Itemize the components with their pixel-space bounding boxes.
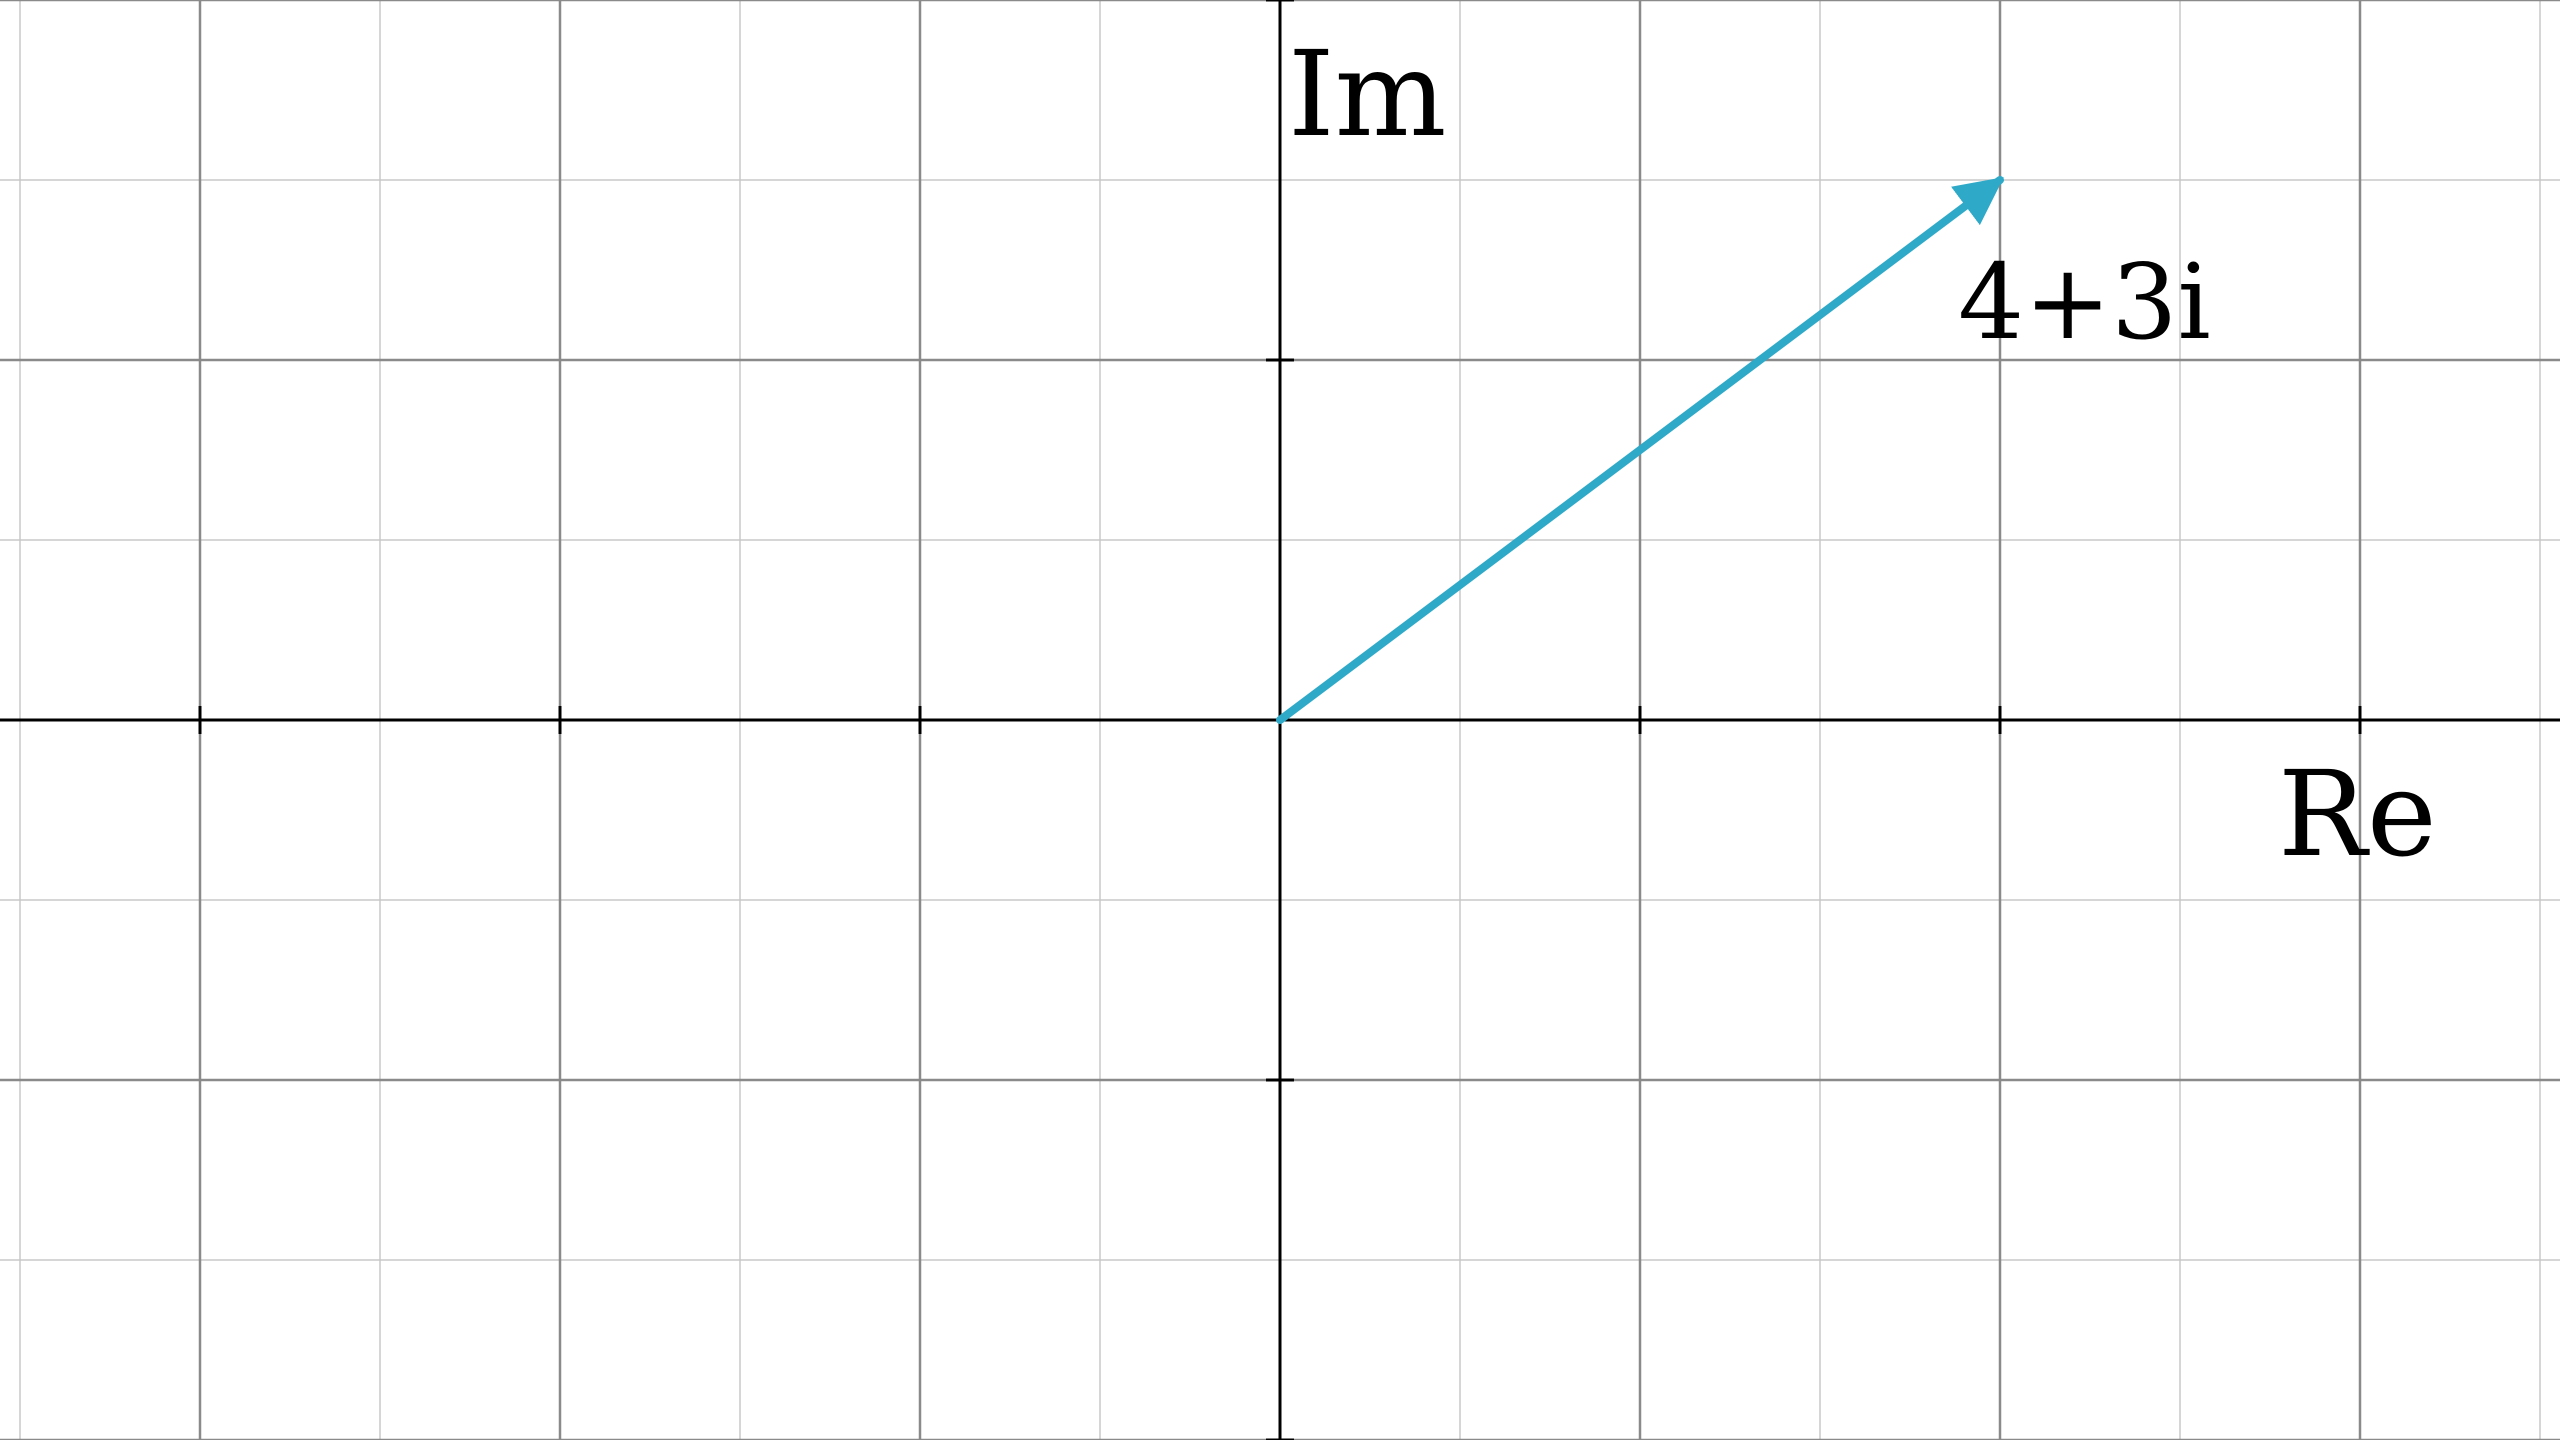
vector-arrow: [1276, 176, 2004, 724]
real-axis-label: Re: [2278, 745, 2437, 883]
imaginary-axis-label: Im: [1288, 25, 1447, 163]
vector-label: 4+3i: [1958, 241, 2211, 363]
axis-ticks: [198, 0, 2362, 1440]
